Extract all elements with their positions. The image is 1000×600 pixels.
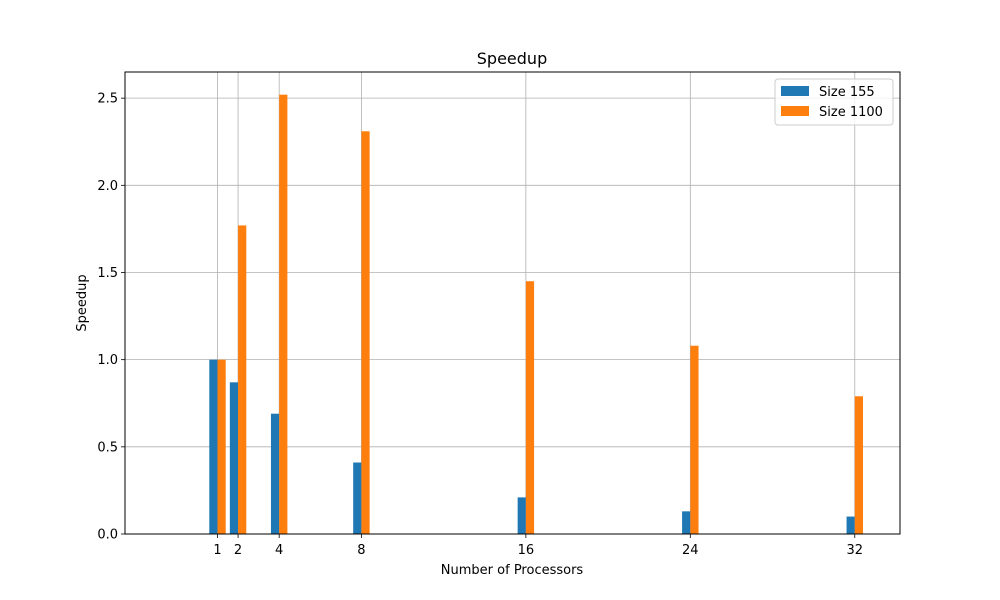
x-axis: 1 2 4 8 16 24 32: [213, 534, 863, 558]
x-tick-label: 4: [275, 543, 283, 558]
y-axis: 0.0 0.5 1.0 1.5 2.0 2.5: [97, 92, 125, 543]
bar-size-1100: [361, 131, 370, 535]
x-tick-label: 2: [234, 543, 242, 558]
x-axis-label: Number of Processors: [441, 563, 584, 578]
y-tick-label: 2.0: [97, 179, 118, 194]
legend-label-size-1100: Size 1100: [819, 105, 883, 120]
bar-size-155: [229, 382, 239, 534]
y-axis-label: Speedup: [75, 274, 90, 331]
bar-size-1100: [525, 281, 535, 534]
y-tick-label: 1.5: [97, 266, 118, 281]
bar-size-155: [517, 497, 526, 534]
legend-swatch-size-155: [781, 86, 809, 96]
bar-size-1100: [279, 94, 288, 534]
x-tick-label: 32: [847, 543, 864, 558]
y-tick-label: 1.0: [97, 353, 118, 368]
bar-size-1100: [217, 359, 226, 534]
plot-frame: [124, 71, 901, 535]
x-tick-label: 1: [213, 543, 221, 558]
y-tick-label: 0.0: [97, 528, 118, 543]
legend: Size 155 Size 1100: [774, 78, 894, 126]
bar-size-155: [209, 359, 218, 534]
y-tick-label: 2.5: [97, 92, 118, 107]
bars: [209, 94, 863, 535]
bar-size-1100: [854, 396, 863, 534]
chart-title: Speedup: [477, 49, 547, 68]
legend-swatch-size-1100: [781, 106, 809, 116]
y-tick-label: 0.5: [97, 440, 118, 455]
x-tick-label: 24: [682, 543, 699, 558]
bar-size-155: [353, 462, 362, 534]
bar-size-155: [270, 413, 280, 534]
x-tick-label: 8: [357, 543, 365, 558]
x-tick-label: 16: [518, 543, 535, 558]
legend-label-size-155: Size 155: [819, 85, 875, 100]
bar-size-1100: [690, 345, 699, 534]
bar-size-155: [682, 511, 691, 534]
bar-size-1100: [238, 225, 247, 534]
bar-size-155: [846, 516, 855, 534]
